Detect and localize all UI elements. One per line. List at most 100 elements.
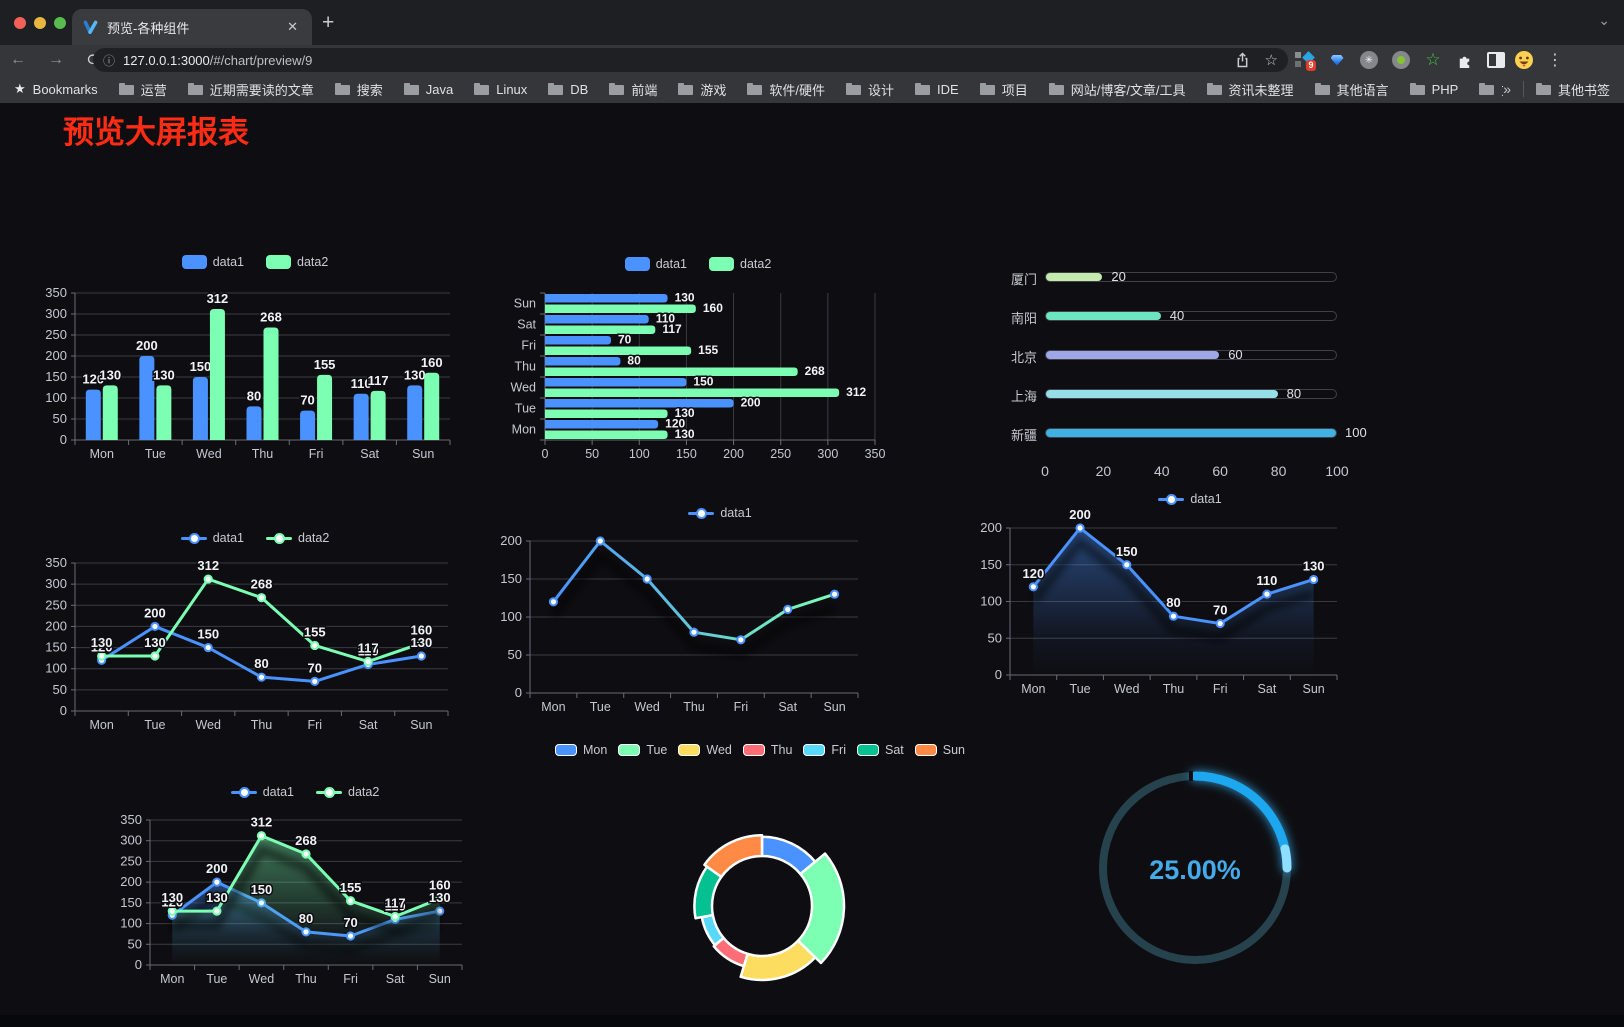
bookmark-folder-item[interactable]: 资讯未整理 xyxy=(1206,80,1294,99)
city-progress-bars-chart[interactable]: 厦门 20 南阳 40 北京 60 上海 80 新疆 100 0 20 40 60 80 100 xyxy=(990,253,1390,493)
bookmark-folder-item[interactable]: 搜索 xyxy=(334,80,383,99)
close-window-button[interactable] xyxy=(14,17,26,29)
legend-item-data1[interactable]: data1 xyxy=(181,255,244,269)
single-area-chart[interactable]: data1 0 50 100 150 200 Mon Tue Wed Thu Fri Sat Sun 12… xyxy=(980,488,1395,702)
chart-canvas xyxy=(1099,771,1292,964)
svg-text:Wed: Wed xyxy=(195,718,221,732)
legend-item-Wed[interactable]: Wed xyxy=(678,743,732,757)
legend-item-data2[interactable]: data2 xyxy=(709,257,771,271)
legend-item-Tue[interactable]: Tue xyxy=(618,743,667,757)
legend-item-Sat[interactable]: Sat xyxy=(857,743,904,757)
svg-text:70: 70 xyxy=(308,660,322,675)
svg-text:Wed: Wed xyxy=(1114,682,1140,696)
svg-text:150: 150 xyxy=(45,369,67,384)
extension-blocker-icon[interactable]: 9 xyxy=(1292,48,1316,72)
zoom-window-button[interactable] xyxy=(54,17,66,29)
svg-text:Thu: Thu xyxy=(683,700,705,714)
profile-avatar[interactable] xyxy=(1512,48,1536,72)
back-button[interactable]: ← xyxy=(10,51,26,68)
extension-green-dot-icon[interactable] xyxy=(1389,48,1413,72)
two-series-area-chart[interactable]: data1 data2 0 50 100 150 200 250 300 350 Mon Tue Wed… xyxy=(95,775,515,990)
bookmark-folder-item[interactable]: 前端 xyxy=(609,80,657,99)
progress-gauge-chart[interactable]: 25.00% xyxy=(1090,763,1300,973)
svg-text:50: 50 xyxy=(53,682,67,697)
legend-item-data1[interactable]: data1 xyxy=(180,531,244,545)
horizontal-bar-chart[interactable]: data1 data2 0 50 100 150 200 250 300 350 Sun Sat Fri… xyxy=(500,255,896,467)
progress-row-label: 厦门 xyxy=(1010,272,1037,287)
pie-slice-Fri[interactable] xyxy=(700,913,725,947)
bookmark-folder-item[interactable]: PHP xyxy=(1409,82,1458,97)
pie-slice-Wed[interactable] xyxy=(739,939,817,982)
minimize-window-button[interactable] xyxy=(34,17,46,29)
browser-tab[interactable]: 预览-各种组件 ✕ xyxy=(72,9,312,45)
extension-command-icon[interactable]: ✳ xyxy=(1357,48,1381,72)
legend-item-data2[interactable]: data2 xyxy=(266,255,328,269)
bookmark-star-icon[interactable]: ☆ xyxy=(1264,52,1278,69)
browser-menu-icon[interactable]: ⋮ xyxy=(1547,52,1563,69)
gradient-line-chart[interactable]: data1 0 50 100 150 200 Mon Tue Wed Thu Fri Sat Sun xyxy=(500,498,935,714)
legend-item-Thu[interactable]: Thu xyxy=(742,743,792,757)
legend-item-Fri[interactable]: Fri xyxy=(803,743,846,757)
bookmark-folder-item[interactable]: 近期需要读的文章 xyxy=(187,80,314,99)
tab-close-icon[interactable]: ✕ xyxy=(287,19,298,34)
svg-text:70: 70 xyxy=(618,333,632,347)
pie-slice-Tue[interactable] xyxy=(796,852,846,965)
bookmark-folder-item[interactable]: Linux xyxy=(474,82,527,97)
bookmark-folder-item[interactable]: 软件/硬件 xyxy=(747,80,825,99)
progress-fill xyxy=(1046,351,1220,359)
donut-rose-pie-chart[interactable]: Mon Tue Wed Thu Fri Sat Sun xyxy=(540,741,980,999)
svg-text:0: 0 xyxy=(60,703,67,718)
legend-item-data2[interactable]: data2 xyxy=(266,531,329,545)
forward-button[interactable]: → xyxy=(48,51,64,68)
folder-icon xyxy=(187,83,203,95)
extension-green-star-icon[interactable]: ☆ xyxy=(1425,50,1441,69)
bookmark-folder-item[interactable]: 游戏 xyxy=(678,80,726,99)
legend-item-data1[interactable]: data1 xyxy=(688,506,752,520)
bookmark-folder-item[interactable]: IDE xyxy=(915,82,959,97)
bookmark-folder-item[interactable]: 项目 xyxy=(979,80,1028,99)
extensions-puzzle-icon[interactable] xyxy=(1452,48,1476,72)
other-bookmarks-folder[interactable]: 其他书签 xyxy=(1535,80,1610,99)
svg-text:150: 150 xyxy=(1116,544,1138,559)
bookmark-folder-item[interactable]: 设计 xyxy=(846,80,894,99)
tabstrip-chevron-icon[interactable]: ⌄ xyxy=(1598,12,1610,28)
bookmark-folder-item[interactable]: 网站/博客/文章/工具 xyxy=(1048,80,1186,99)
legend-item-data1[interactable]: data1 xyxy=(230,785,294,799)
folder-icon xyxy=(678,83,694,95)
bookmark-folder-item[interactable]: Java xyxy=(403,82,453,97)
legend-item-Mon[interactable]: Mon xyxy=(554,743,607,757)
side-panel-icon[interactable] xyxy=(1484,48,1508,72)
legend-item-data1[interactable]: data1 xyxy=(1158,492,1222,506)
svg-text:Sat: Sat xyxy=(1258,682,1277,696)
bookmarks-manager-item[interactable]: ★ Bookmarks xyxy=(14,81,98,97)
svg-text:150: 150 xyxy=(251,882,273,897)
pie-slice-Sun[interactable] xyxy=(703,833,764,879)
legend-item-data1[interactable]: data1 xyxy=(624,257,687,271)
axis-tick-label: 0 xyxy=(1041,463,1049,479)
svg-text:Wed: Wed xyxy=(196,447,222,461)
bookmark-folder-item[interactable]: 文件服务器 xyxy=(1479,80,1503,99)
two-series-line-chart[interactable]: data1 data2 0 50 100 150 200 250 300 350 Mon Tue Wed… xyxy=(40,523,470,738)
page-content: 预览大屏报表 data1 data2 0 50 100 150 200 250 300 350 Mo… xyxy=(0,103,1624,1027)
progress-track xyxy=(1045,389,1337,399)
folder-icon xyxy=(609,83,625,95)
legend-item-Sun[interactable]: Sun xyxy=(914,743,965,757)
address-bar[interactable]: ⓘ 127.0.0.1:3000/#/chart/preview/9 ☆ xyxy=(93,48,1288,72)
svg-text:155: 155 xyxy=(314,357,336,372)
svg-text:350: 350 xyxy=(45,555,67,570)
svg-text:Tue: Tue xyxy=(590,700,611,714)
new-tab-button[interactable]: + xyxy=(322,11,335,34)
svg-text:110: 110 xyxy=(358,643,379,658)
legend-item-data2[interactable]: data2 xyxy=(316,785,379,799)
svg-text:100: 100 xyxy=(120,916,142,931)
svg-text:80: 80 xyxy=(254,656,268,671)
bookmark-folder-item[interactable]: 其他语言 xyxy=(1314,80,1389,99)
share-icon[interactable] xyxy=(1236,52,1249,68)
grouped-bar-chart[interactable]: data1 data2 0 50 100 150 200 250 300 350 Mon Tue Wed… xyxy=(40,253,470,465)
svg-text:70: 70 xyxy=(343,915,357,930)
extension-gem-icon[interactable] xyxy=(1325,48,1349,72)
bookmark-folder-item[interactable]: 运营 xyxy=(118,80,167,99)
site-info-icon[interactable]: ⓘ xyxy=(103,53,116,68)
bookmarks-overflow-chevron[interactable]: » xyxy=(1503,81,1511,97)
bookmark-folder-item[interactable]: DB xyxy=(548,82,588,97)
